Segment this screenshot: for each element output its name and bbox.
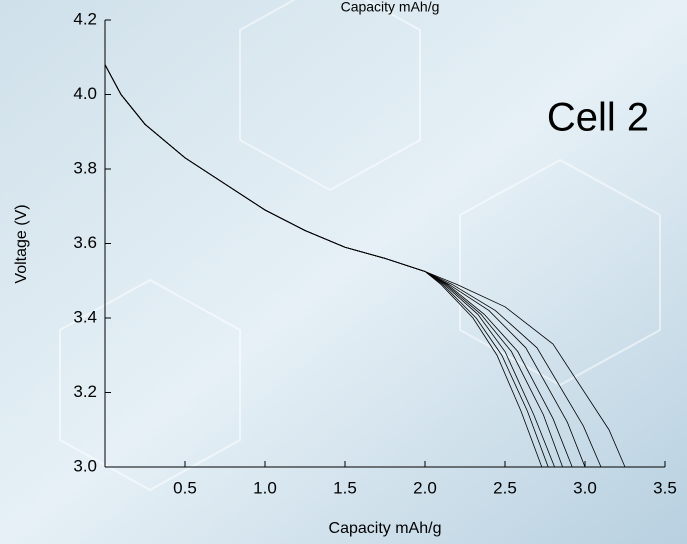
x-tick-label: 3.5: [653, 478, 677, 497]
y-tick-label: 3.2: [73, 382, 97, 401]
y-tick-label: 3.0: [73, 456, 97, 475]
y-tick-label: 3.4: [73, 307, 97, 326]
y-tick-label: 3.6: [73, 233, 97, 252]
x-tick-label: 1.5: [333, 478, 357, 497]
x-tick-label: 2.5: [493, 478, 517, 497]
hex-decoration: [59, 0, 661, 492]
y-axis-label: Voltage (V): [13, 204, 30, 283]
x-tick-label: 2.0: [413, 478, 437, 497]
top-label: Capacity mAh/g: [341, 0, 440, 15]
series-line: [104, 64, 626, 468]
y-tick-label: 4.0: [73, 84, 97, 103]
x-tick-label: 1.0: [253, 478, 277, 497]
y-tick-label: 3.8: [73, 158, 97, 177]
annotation: Cell 2: [547, 96, 649, 140]
x-axis-label: Capacity mAh/g: [329, 520, 442, 537]
x-tick-label: 0.5: [173, 478, 197, 497]
x-tick-label: 3.0: [573, 478, 597, 497]
y-tick-label: 4.2: [73, 9, 97, 28]
